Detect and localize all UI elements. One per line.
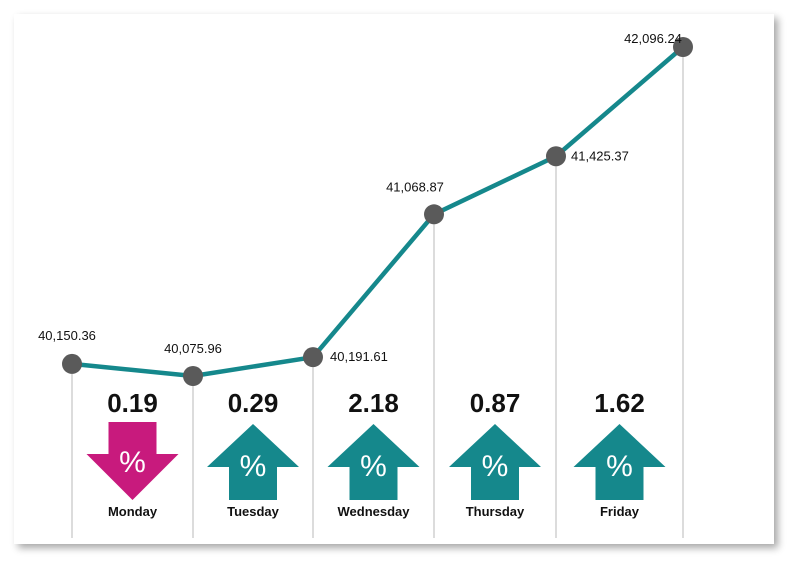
data-point [424,204,444,225]
arrow-up-icon [449,424,541,500]
percent-icon: % [360,450,387,483]
value-label: 41,068.87 [386,179,444,194]
percent-change-label: 0.29 [228,388,279,418]
value-label: 40,075.96 [164,341,222,356]
percent-icon: % [240,450,267,483]
percent-change-label: 2.18 [348,388,399,418]
day-label: Tuesday [227,504,280,519]
percent-icon: % [119,446,146,479]
value-label: 41,425.37 [571,148,629,163]
day-label: Friday [600,504,640,519]
value-label: 40,150.36 [38,328,96,343]
series-line [69,44,686,379]
arrow-up-icon [327,424,420,500]
series-line-path [69,44,686,379]
day-label: Thursday [466,504,525,519]
percent-icon: % [482,450,509,483]
percent-icon: % [606,450,633,483]
value-label: 40,191.61 [330,349,388,364]
data-point [546,146,566,167]
data-point [673,37,693,57]
vertical-guides [71,47,684,538]
day-label: Wednesday [337,504,410,519]
day-label: Monday [108,504,158,519]
percent-change-label: 1.62 [594,388,645,418]
data-point [62,353,82,374]
percent-change-label: 0.19 [107,388,158,418]
arrow-down-icon [86,422,179,500]
series-points [62,37,693,386]
value-labels: 40,150.36 40,075.96 40,191.61 41,068.87 41,4… [38,31,682,364]
percent-change-label: 0.87 [470,388,521,418]
arrow-up-icon [207,424,299,500]
data-point [303,347,323,368]
data-point [183,366,203,386]
change-arrows: 0.19% Monday 0.29% Tuesday 2.18% Wednesday 0.8… [86,388,666,519]
arrow-up-icon [573,424,666,500]
value-label: 42,096.24 [624,31,682,46]
